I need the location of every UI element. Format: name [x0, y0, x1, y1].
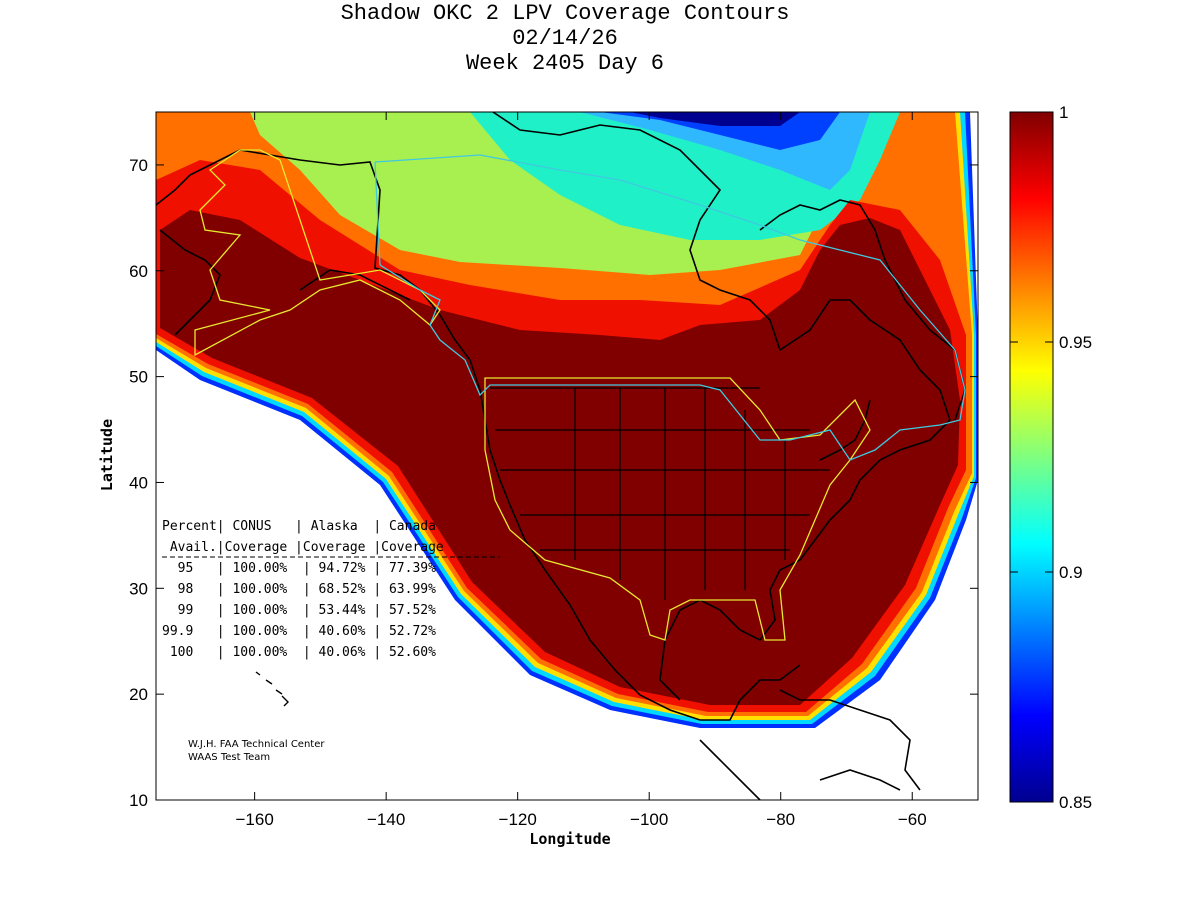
- y-tick-label: 30: [129, 579, 148, 598]
- hawaii-islands: [255, 671, 289, 707]
- service-boundary-yellow: [194, 149, 871, 641]
- y-tick-label: 40: [129, 473, 148, 492]
- x-axis-label: Longitude: [529, 830, 610, 848]
- title-line-2: 02/14/26: [512, 26, 618, 51]
- state-boundaries: [490, 387, 830, 600]
- table-header-2: Avail.|Coverage |Coverage |Coverage: [162, 540, 444, 555]
- x-tick-label: −60: [898, 810, 927, 829]
- table-row: 99.9 | 100.00% | 40.60% | 52.72%: [162, 624, 436, 639]
- x-tick-label: −140: [367, 810, 405, 829]
- x-tick-label: −120: [499, 810, 537, 829]
- plot-frame: [155, 111, 979, 801]
- y-tick-label: 20: [129, 685, 148, 704]
- y-tick-label: 70: [129, 156, 148, 175]
- credit-line-2: WAAS Test Team: [188, 752, 270, 763]
- y-tick-label: 50: [129, 368, 148, 387]
- x-tick-label: −100: [630, 810, 668, 829]
- table-row: 98 | 100.00% | 68.52% | 63.99%: [162, 582, 436, 597]
- table-row: 95 | 100.00% | 94.72% | 77.39%: [162, 561, 436, 576]
- coverage-contours: [156, 112, 978, 728]
- colorbar-tick-label: 1: [1059, 103, 1068, 122]
- coverage-stats-table: Percent| CONUS | Alaska | Canada Avail.|…: [162, 519, 500, 660]
- colorbar-tick-labels: 1 0.95 0.9 0.85: [1010, 103, 1092, 812]
- tick-labels: −160 −140 −120 −100 −80 −60 10 20 30 40 50 60 70: [129, 156, 927, 829]
- service-boundary-cyan: [374, 154, 966, 461]
- coastlines: [156, 112, 966, 800]
- y-tick-label: 60: [129, 262, 148, 281]
- colorbar-tick-label: 0.95: [1059, 333, 1092, 352]
- colorbar-tick-label: 0.9: [1059, 563, 1083, 582]
- x-tick-label: −160: [235, 810, 273, 829]
- coverage-full-region: [160, 210, 960, 705]
- title-line-1: Shadow OKC 2 LPV Coverage Contours: [340, 1, 790, 26]
- title-line-3: Week 2405 Day 6: [465, 51, 665, 76]
- tick-marks: [156, 112, 978, 801]
- x-tick-label: −80: [766, 810, 795, 829]
- coverage-north-navy: [630, 112, 800, 126]
- y-axis-label: Latitude: [98, 419, 116, 491]
- table-row: 100 | 100.00% | 40.06% | 52.60%: [162, 645, 436, 660]
- colorbar: [1009, 111, 1054, 803]
- colorbar-tick-label: 0.85: [1059, 793, 1092, 812]
- table-header-1: Percent| CONUS | Alaska | Canada: [162, 519, 436, 534]
- y-tick-label: 10: [129, 791, 148, 810]
- table-row: 99 | 100.00% | 53.44% | 57.52%: [162, 603, 436, 618]
- credit-line-1: W.J.H. FAA Technical Center: [188, 739, 325, 750]
